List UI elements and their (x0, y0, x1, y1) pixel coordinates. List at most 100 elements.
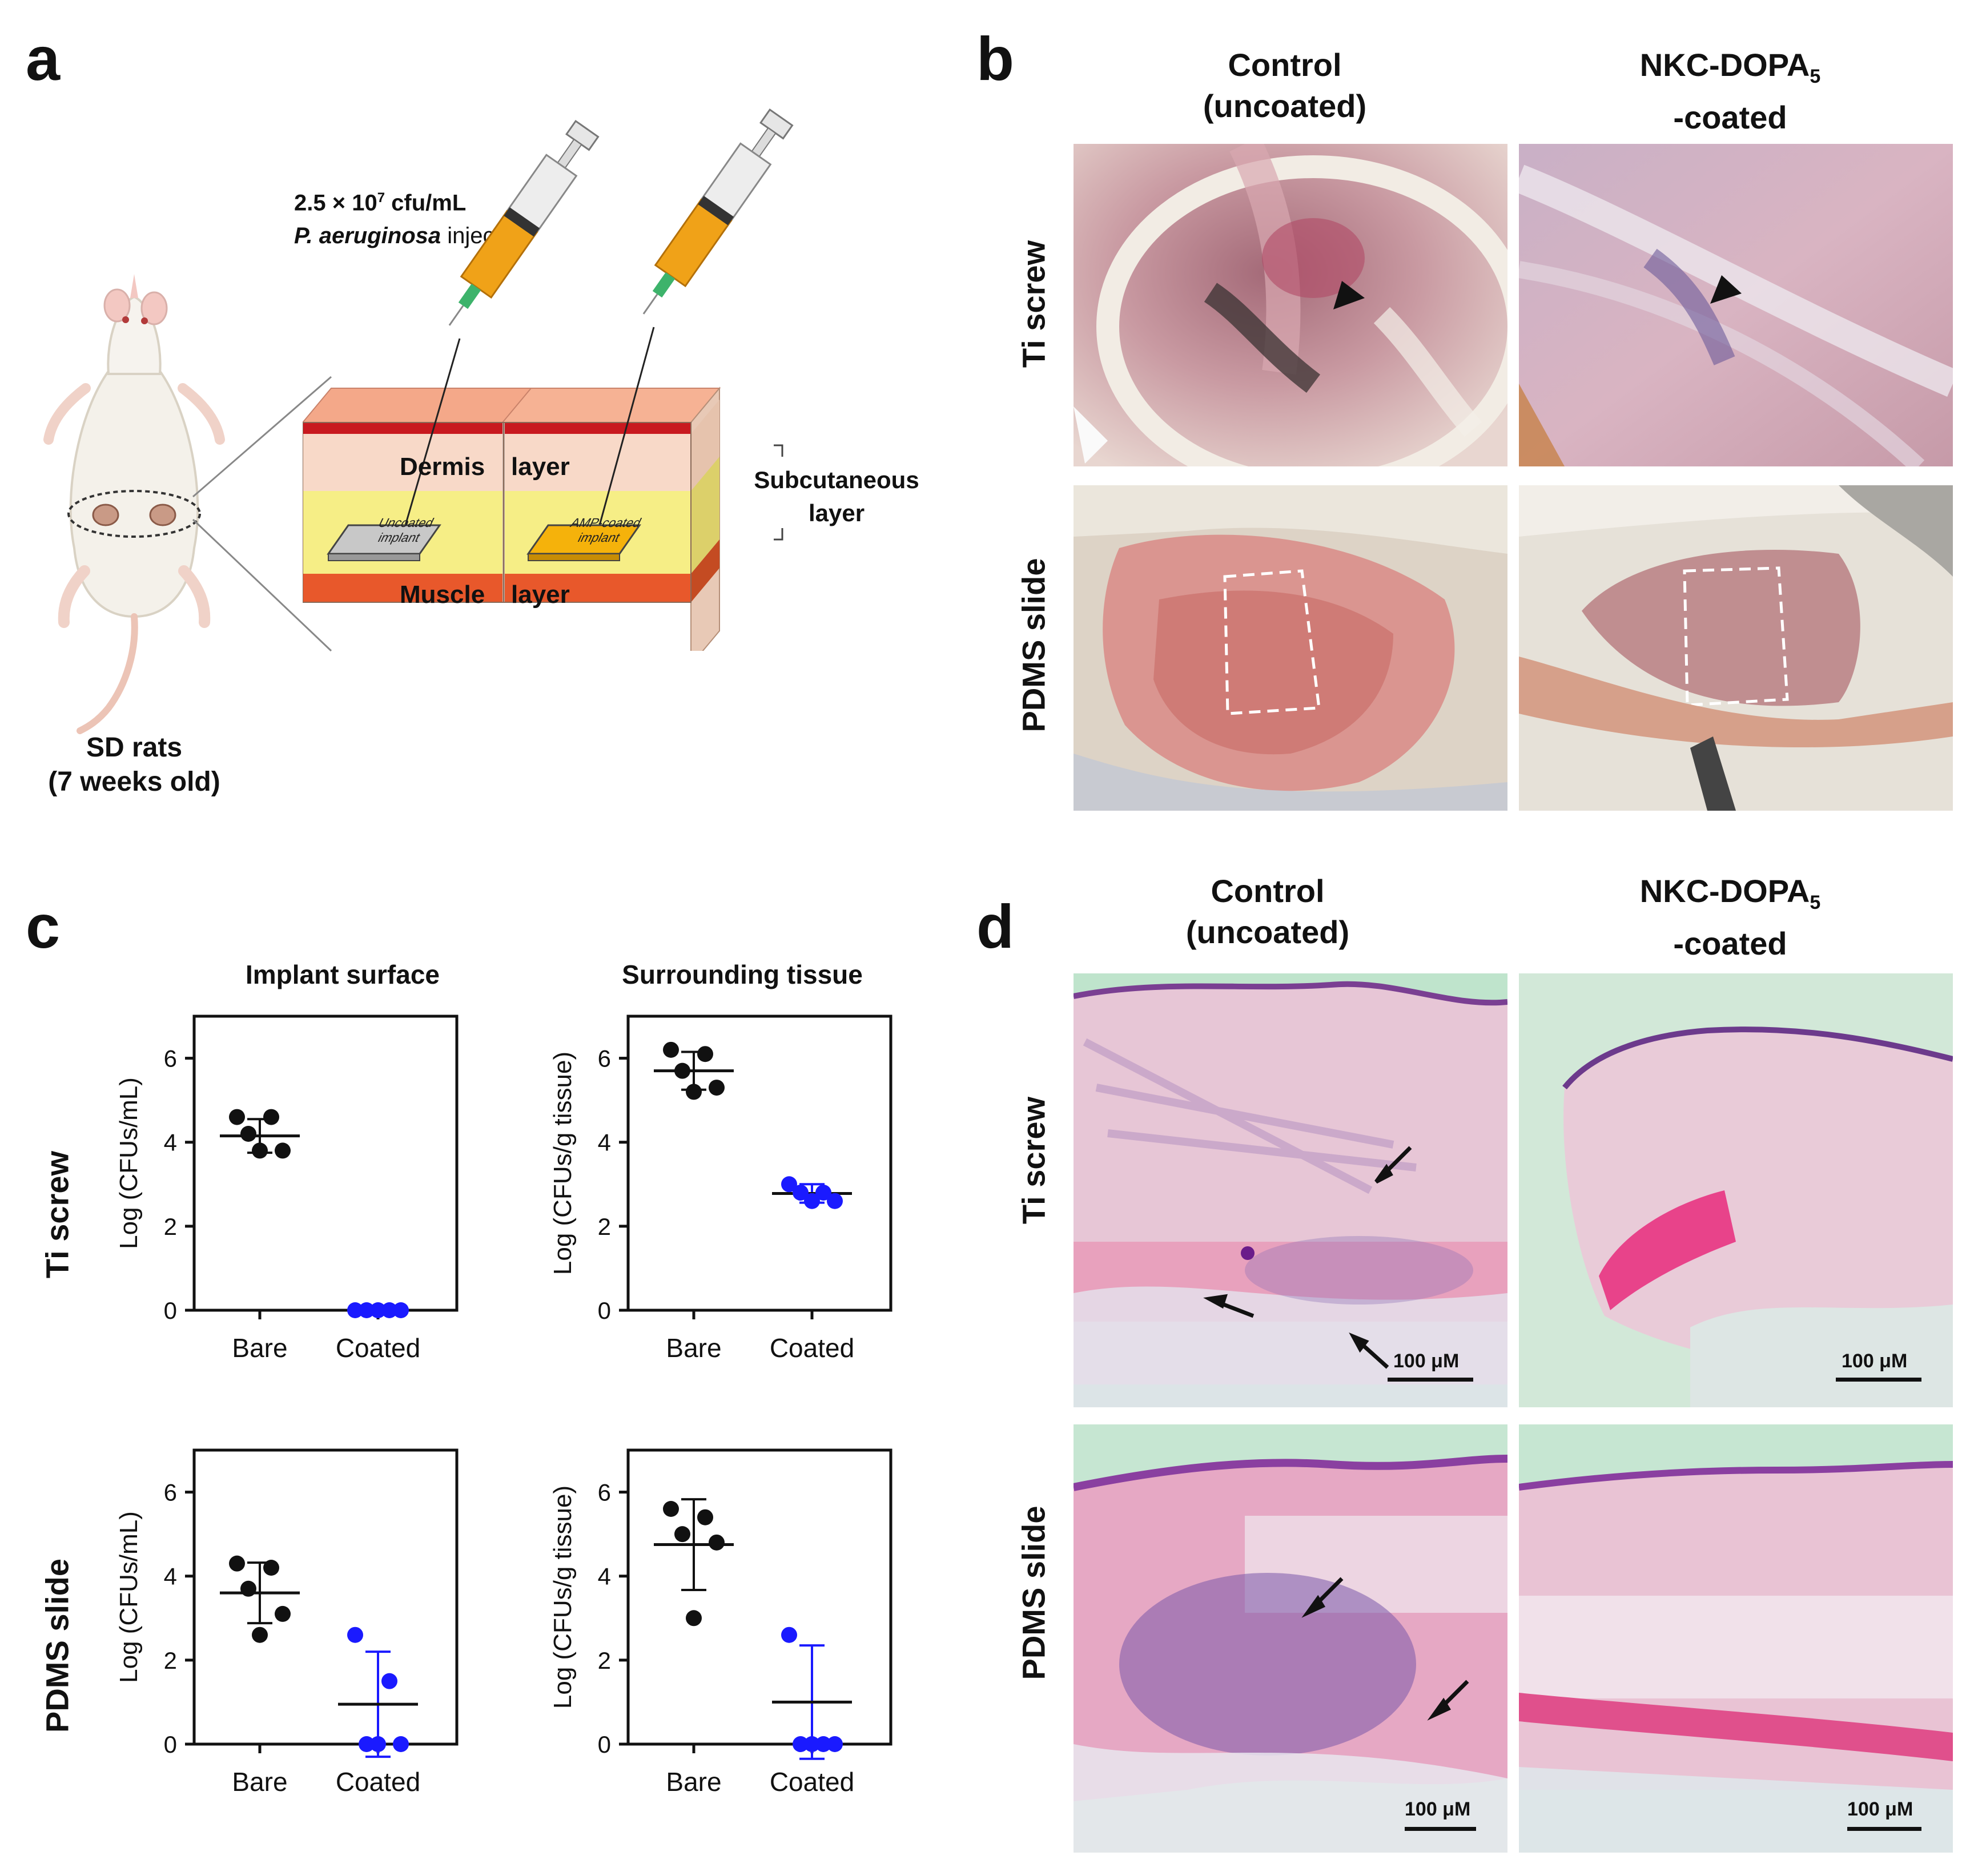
coated-implant-label: AMP-coated implant (568, 516, 644, 545)
rat-illustration (43, 274, 225, 734)
y-tick-label: 0 (164, 1297, 177, 1324)
histology-control-pdms-slide: 100 μM (1074, 1424, 1507, 1853)
arrow-marker (1301, 1577, 1469, 1721)
data-point (709, 1080, 725, 1096)
y-tick-label: 2 (164, 1647, 177, 1674)
data-point (697, 1046, 713, 1062)
panel-letter-a: a (26, 24, 61, 93)
panel-letter-c: c (26, 892, 61, 961)
plot-frame (192, 1015, 459, 1312)
uncoated-implant-label: Uncoated implant (375, 516, 437, 545)
syringe-right (642, 108, 794, 315)
y-tick-label: 2 (164, 1213, 177, 1240)
data-point (252, 1142, 268, 1159)
data-point (229, 1555, 245, 1572)
scale-bar (1847, 1827, 1921, 1831)
data-point (674, 1526, 690, 1543)
dermis-label-right: layer (511, 453, 570, 481)
data-point (663, 1501, 679, 1517)
zoom-lines (192, 376, 332, 652)
data-point (686, 1610, 702, 1627)
data-point (815, 1736, 831, 1752)
data-point (229, 1109, 245, 1125)
b-col-head-control: Control (uncoated) (1203, 47, 1367, 124)
data-point (240, 1126, 256, 1142)
scale-bar-label: 100 μM (1842, 1350, 1908, 1372)
data-point (263, 1109, 279, 1125)
data-point (359, 1736, 375, 1752)
plot-frame (192, 1448, 459, 1746)
subcutaneous-label: Subcutaneous layer (754, 466, 919, 526)
photo-coated-pdms-slide (1519, 485, 1953, 811)
x-tick-label: Coated (770, 1333, 854, 1363)
data-point (275, 1605, 291, 1622)
chart-ti-implant: 0 2 4 6 Log (CFUs/mL) Bare Coated (115, 1015, 459, 1363)
data-point (674, 1062, 690, 1079)
y-tick-label: 6 (598, 1045, 611, 1072)
data-point (381, 1302, 397, 1318)
y-tick-label: 0 (598, 1731, 611, 1758)
x-tick-label: Bare (666, 1333, 721, 1363)
data-point (663, 1041, 679, 1058)
d-col-head-control: Control (uncoated) (1185, 873, 1350, 950)
scale-bar (1388, 1378, 1473, 1382)
data-point (252, 1627, 268, 1643)
photo-control-ti-screw (1074, 144, 1507, 466)
arrowhead-marker (1333, 281, 1365, 309)
c-row-head-pdms: PDMS slide (39, 1559, 75, 1733)
y-tick-label: 6 (164, 1479, 177, 1506)
b-row-head-pdms: PDMS slide (1015, 558, 1052, 732)
data-point (370, 1736, 386, 1752)
x-tick-label: Coated (336, 1333, 420, 1363)
scale-bar-label: 100 μM (1405, 1798, 1471, 1820)
y-tick-label: 6 (598, 1479, 611, 1506)
y-axis-label: Log (CFUs/g tissue) (549, 1052, 577, 1275)
data-point (793, 1736, 809, 1752)
b-row-head-ti: Ti screw (1015, 240, 1052, 368)
injection-species: P. aeruginosa injection (294, 223, 532, 249)
x-tick-label: Bare (232, 1767, 287, 1797)
photo-control-pdms-slide (1074, 485, 1507, 811)
d-row-head-ti: Ti screw (1015, 1096, 1052, 1225)
injection-label: 2.5 × 107 cfu/mL P. aeruginosa injection (294, 182, 531, 252)
injection-dose: 2.5 × 107 cfu/mL (294, 190, 467, 216)
data-point (697, 1509, 713, 1525)
photo-coated-ti-screw (1519, 144, 1953, 466)
animal-label: SD rats (7 weeks old) (23, 731, 246, 799)
data-point (827, 1193, 843, 1209)
y-tick-label: 6 (164, 1045, 177, 1072)
animal-label-line1: SD rats (86, 732, 183, 763)
y-tick-label: 4 (598, 1129, 611, 1156)
x-tick-label: Coated (770, 1767, 854, 1797)
scale-bar-label: 100 μM (1847, 1798, 1913, 1820)
b-col-head-coated: NKC-DOPA5 -coated (1639, 47, 1821, 136)
y-axis-label: Log (CFUs/mL) (115, 1077, 143, 1249)
x-tick-label: Bare (666, 1767, 721, 1797)
data-point (275, 1142, 291, 1159)
syringe-left (448, 119, 600, 326)
arrowhead-marker (1710, 275, 1742, 304)
data-point (370, 1302, 386, 1318)
chart-pdms-tissue: 0 2 4 6 Log (CFUs/g tissue) Bare Coated (549, 1448, 892, 1797)
y-tick-label: 4 (598, 1563, 611, 1590)
data-point (686, 1084, 702, 1100)
data-point (263, 1560, 279, 1576)
plot-frame (626, 1015, 892, 1312)
data-point (804, 1736, 820, 1752)
data-point (381, 1673, 397, 1689)
y-axis-label: Log (CFUs/g tissue) (549, 1485, 577, 1709)
data-point (393, 1736, 409, 1752)
y-tick-label: 4 (164, 1563, 177, 1590)
histology-control-ti-screw: 100 μM (1074, 973, 1507, 1407)
plot-frame (626, 1448, 892, 1746)
y-axis-label: Log (CFUs/mL) (115, 1511, 143, 1683)
data-point (393, 1302, 409, 1318)
y-tick-label: 2 (598, 1647, 611, 1674)
y-tick-label: 0 (164, 1731, 177, 1758)
tissue-block-diagram (303, 108, 794, 651)
d-row-head-pdms: PDMS slide (1015, 1505, 1052, 1680)
d-col-head-coated: NKC-DOPA5 -coated (1639, 873, 1821, 962)
dermis-label-left: Dermis (400, 453, 485, 481)
data-point (781, 1176, 797, 1193)
data-point (240, 1580, 256, 1597)
